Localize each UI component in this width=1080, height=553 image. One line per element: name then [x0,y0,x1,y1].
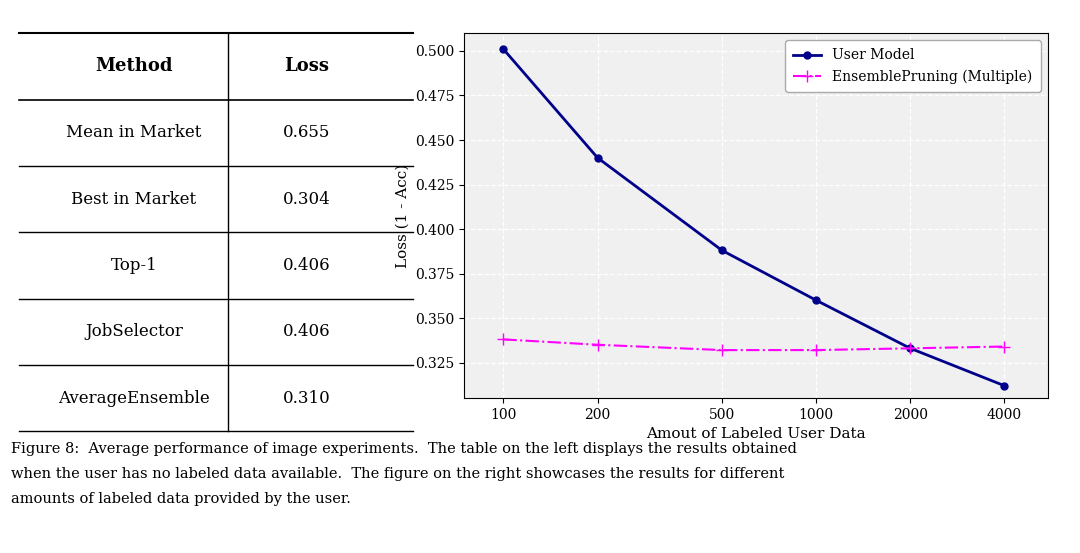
User Model [998,382,1011,389]
User Model [810,297,823,304]
Text: Mean in Market: Mean in Market [66,124,202,141]
Text: 0.406: 0.406 [283,257,330,274]
Line: User Model: User Model [500,46,1008,389]
EnsemblePruning (Multiple) [810,347,823,353]
EnsemblePruning (Multiple) [998,343,1011,350]
EnsemblePruning (Multiple) [904,345,917,352]
Text: Top-1: Top-1 [110,257,158,274]
Text: 0.406: 0.406 [283,324,330,340]
X-axis label: Amout of Labeled User Data: Amout of Labeled User Data [646,427,866,441]
EnsemblePruning (Multiple) [497,336,510,343]
Text: 0.304: 0.304 [282,191,330,207]
Y-axis label: Loss (1 - Acc): Loss (1 - Acc) [395,164,409,268]
Text: Loss: Loss [284,58,328,75]
Text: Method: Method [95,58,173,75]
Legend: User Model, EnsemblePruning (Multiple): User Model, EnsemblePruning (Multiple) [785,40,1041,92]
Text: Figure 8:  Average performance of image experiments.  The table on the left disp: Figure 8: Average performance of image e… [11,442,797,507]
Text: 0.310: 0.310 [282,390,330,406]
Text: JobSelector: JobSelector [85,324,183,340]
EnsemblePruning (Multiple) [591,341,604,348]
User Model [716,247,729,254]
Text: AverageEnsemble: AverageEnsemble [58,390,210,406]
Line: EnsemblePruning (Multiple): EnsemblePruning (Multiple) [497,333,1011,356]
User Model [497,46,510,53]
Text: Best in Market: Best in Market [71,191,197,207]
Text: 0.655: 0.655 [283,124,330,141]
User Model [904,345,917,352]
User Model [591,154,604,161]
EnsemblePruning (Multiple) [716,347,729,353]
